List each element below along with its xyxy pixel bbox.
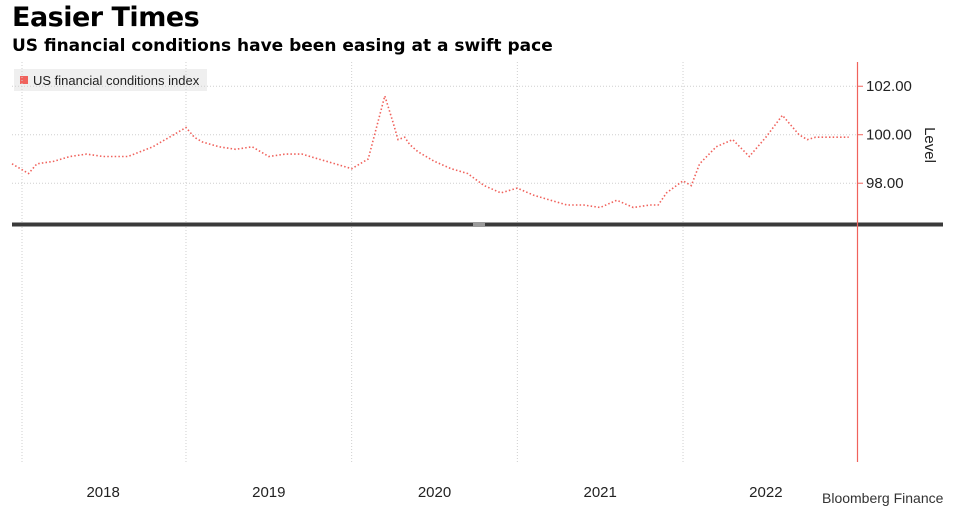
legend-swatch <box>20 76 28 84</box>
y-axis-label: Level <box>921 127 938 163</box>
x-tick-label: 2018 <box>86 484 119 501</box>
x-axis-ticks: 2018 2019 2020 2021 2022 <box>86 484 782 501</box>
chart-title: Easier Times <box>12 2 200 33</box>
horizontal-gridlines <box>12 85 857 184</box>
x-tick-label: 2021 <box>583 484 616 501</box>
x-tick-label: 2020 <box>418 484 451 501</box>
y-axis-ticks: 102.00 100.00 98.00 <box>857 78 912 192</box>
x-tick-label: 2022 <box>749 484 782 501</box>
y-tick-label: 102.00 <box>866 78 912 95</box>
chart-subtitle: US financial conditions have been easing… <box>12 36 553 56</box>
y-tick-label: 98.00 <box>866 175 904 192</box>
source-label: Bloomberg Finance <box>822 490 944 506</box>
series-line-us-fci <box>11 92 849 209</box>
legend: US financial conditions index <box>14 69 208 91</box>
divider-handle[interactable] <box>473 223 485 226</box>
y-tick-label: 100.00 <box>866 127 912 144</box>
legend-label: US financial conditions index <box>33 72 200 88</box>
vertical-gridlines <box>21 62 684 462</box>
x-tick-label: 2019 <box>252 484 285 501</box>
